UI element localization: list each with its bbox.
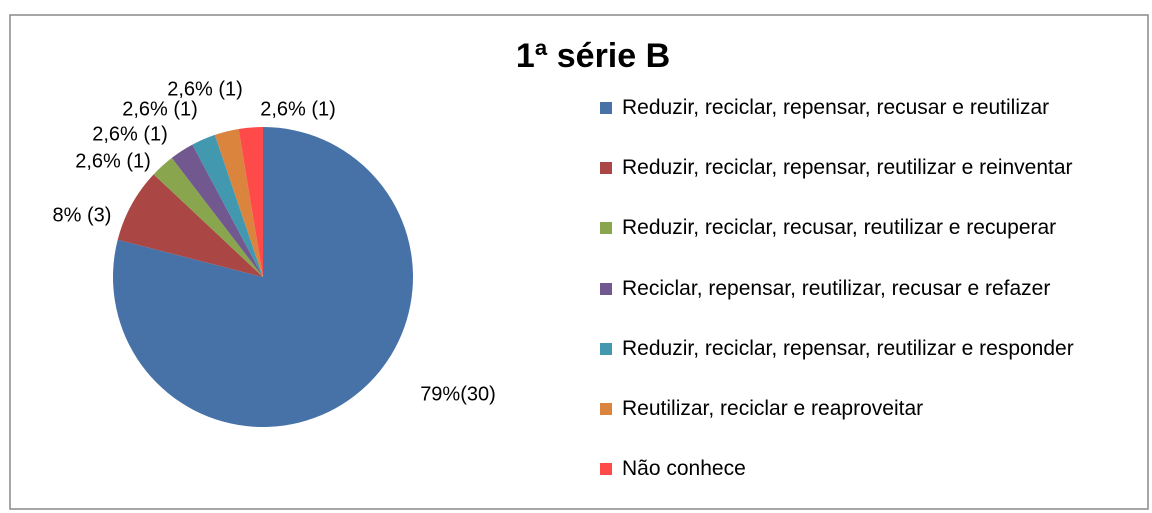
legend-label: Reduzir, reciclar, repensar, recusar e r… bbox=[622, 96, 1050, 119]
legend-label: Reutilizar, reciclar e reaproveitar bbox=[622, 397, 924, 420]
legend-label: Reduzir, reciclar, repensar, reutilizar … bbox=[622, 336, 1074, 360]
data-label: 2,6% (1) bbox=[260, 98, 336, 120]
data-label: 2,6% (1) bbox=[122, 98, 198, 120]
legend-swatch bbox=[600, 102, 612, 114]
pie-slice bbox=[117, 174, 263, 277]
data-label: 2,6% (1) bbox=[167, 78, 243, 100]
legend-item: Reduzir, reciclar, repensar, reutilizar … bbox=[600, 334, 1130, 364]
data-label: 2,6% (1) bbox=[75, 150, 151, 172]
legend-swatch bbox=[600, 162, 612, 175]
pie-slice bbox=[238, 127, 263, 277]
legend-item: Reduzir, reciclar, recusar, reutilizar e… bbox=[600, 213, 1130, 243]
pie-slice bbox=[171, 144, 263, 277]
data-label: 8% (3) bbox=[53, 204, 112, 226]
legend-swatch bbox=[600, 222, 612, 235]
legend-item: Reciclar, repensar, reutilizar, recusar … bbox=[600, 274, 1130, 304]
legend-item: Reduzir, reciclar, repensar, recusar e r… bbox=[600, 93, 1130, 123]
legend-swatch bbox=[600, 342, 612, 355]
pie-slice bbox=[192, 134, 263, 277]
legend-item: Reutilizar, reciclar e reaproveitar bbox=[600, 394, 1130, 424]
legend-label: Reduzir, reciclar, recusar, reutilizar e… bbox=[622, 216, 1057, 240]
legend-item: Não conhece bbox=[600, 454, 1130, 484]
legend-label: Reciclar, repensar, reutilizar, recusar … bbox=[622, 276, 1051, 300]
pie-slice bbox=[153, 157, 263, 277]
data-label: 79%(30) bbox=[420, 383, 496, 405]
pie-slice bbox=[214, 128, 263, 277]
data-label: 2,6% (1) bbox=[92, 123, 168, 145]
legend-label: Não conhece bbox=[622, 457, 746, 481]
legend-swatch bbox=[600, 463, 612, 476]
legend-swatch bbox=[600, 403, 612, 415]
legend-label: Reduzir, reciclar, repensar, reutilizar … bbox=[622, 156, 1073, 180]
legend-item: Reduzir, reciclar, repensar, reutilizar … bbox=[600, 153, 1130, 183]
legend-swatch bbox=[600, 282, 612, 295]
chart-title: 1ª série B bbox=[516, 37, 670, 75]
